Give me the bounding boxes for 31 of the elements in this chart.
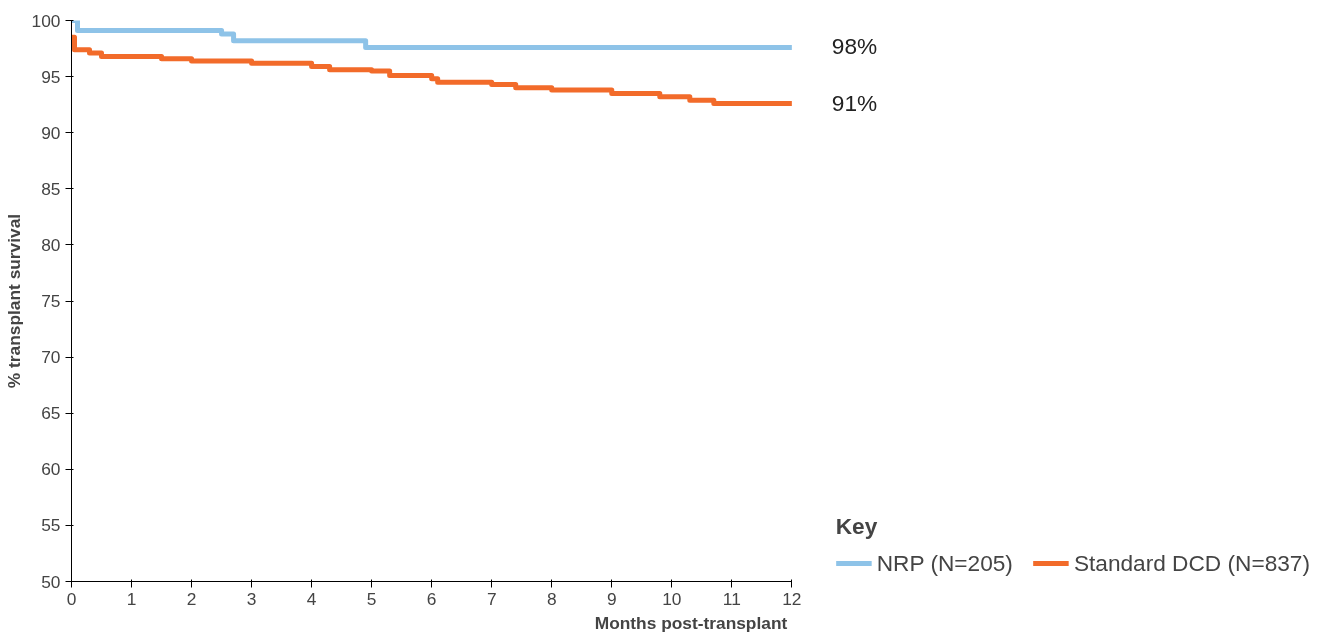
x-tick-label: 5	[366, 588, 377, 609]
y-tick-label: 100	[31, 10, 61, 31]
y-tick-label: 80	[41, 234, 61, 255]
x-tick-label: 3	[246, 588, 257, 609]
y-tick-label: 70	[41, 347, 61, 368]
y-axis-title: % transplant survival	[3, 213, 24, 389]
annotation: 98%	[831, 33, 878, 60]
y-tick-label: 55	[41, 515, 61, 536]
x-axis-title: Months post-transplant	[594, 612, 788, 633]
x-tick-label: 7	[486, 588, 497, 609]
y-tick-label: 90	[41, 122, 61, 143]
y-tick-label: 85	[41, 178, 61, 199]
x-tick-label: 2	[186, 588, 197, 609]
x-tick-label: 4	[306, 588, 317, 609]
x-tick-label: 12	[782, 588, 802, 609]
x-tick-label: 10	[662, 588, 682, 609]
x-tick-label: 8	[546, 588, 557, 609]
legend-label: NRP (N=205)	[876, 549, 1013, 577]
x-tick-label: 1	[126, 588, 137, 609]
y-tick-label: 65	[41, 403, 61, 424]
annotation: 91%	[831, 89, 878, 116]
y-tick-label: 50	[41, 571, 61, 592]
x-tick-label: 9	[606, 588, 617, 609]
y-tick-label: 60	[41, 459, 61, 480]
y-tick-label: 75	[41, 291, 61, 311]
x-tick-label: 11	[722, 588, 741, 609]
legend-label: Standard DCD (N=837)	[1073, 549, 1310, 577]
legend-title: Key	[835, 513, 879, 540]
x-tick-label: 6	[426, 588, 437, 609]
x-tick-label: 0	[66, 588, 77, 609]
y-tick-label: 95	[41, 66, 61, 87]
